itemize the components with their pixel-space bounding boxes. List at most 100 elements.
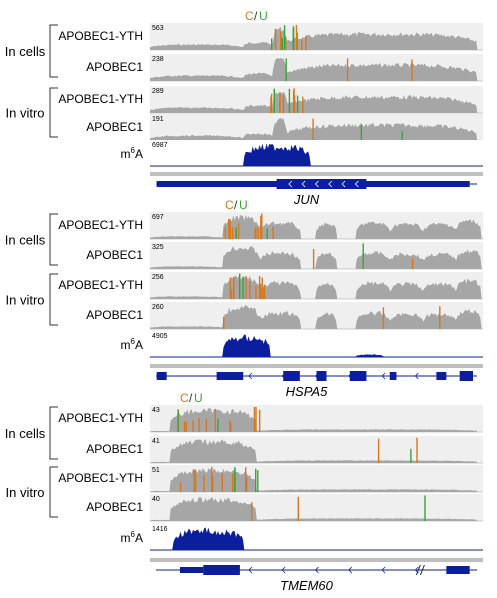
cu-legend: C / U [225, 198, 248, 212]
track-max-value: 256 [152, 274, 164, 281]
edit-site-mark [261, 213, 263, 239]
m6a-peak [150, 334, 483, 357]
edit-site-mark [224, 227, 226, 239]
edit-site-mark [221, 473, 223, 492]
group-label: In vitro [5, 106, 44, 121]
edit-site-mark [231, 227, 234, 239]
track-max-value: 697 [152, 214, 164, 221]
edit-site-mark [254, 229, 256, 239]
edit-site-mark [312, 249, 315, 269]
group-bracket [49, 466, 58, 518]
edit-site-mark [251, 502, 253, 521]
strand-chevron [248, 566, 253, 574]
edit-site-mark [273, 88, 275, 113]
edit-site-mark [301, 40, 303, 50]
exon [283, 371, 300, 381]
edit-site-mark [258, 276, 261, 299]
coverage-track: APOBEC1-YTH 289 [58, 86, 483, 114]
coverage-area [150, 57, 483, 81]
edit-site-mark [271, 38, 273, 50]
edit-site-mark [194, 469, 197, 492]
edit-site-mark [305, 36, 307, 50]
edit-site-mark [279, 92, 281, 113]
edit-site-mark [183, 421, 186, 432]
edit-site-mark [292, 90, 295, 113]
edit-site-mark [177, 409, 179, 432]
edit-site-mark [424, 495, 426, 521]
edit-site-mark [193, 469, 195, 492]
edit-site-mark [237, 223, 240, 239]
gene-name-label: JUN [293, 192, 320, 207]
coverage-area [150, 245, 483, 269]
edit-site-mark [292, 27, 294, 50]
gene-name-label: HSPA5 [286, 384, 328, 399]
edit-site-mark [411, 258, 414, 269]
edit-site-mark [235, 227, 237, 239]
m6a-label-superscript: 6 [131, 146, 136, 155]
edit-site-mark [229, 277, 231, 299]
gene-panel-jun: In cells APOBEC1-YTH 563 APOBEC1 238 In vitro… [5, 23, 483, 207]
track-name: APOBEC1-YTH [58, 411, 143, 425]
track-max-value: 43 [152, 407, 160, 414]
m6a-track: m6A 1416 [121, 524, 483, 551]
coverage-area [150, 26, 483, 50]
m6a-label-suffix: A [135, 147, 143, 161]
m6a-track: m6A 6987 [121, 140, 483, 167]
gene-model: TMEM60 [150, 558, 483, 593]
track-max-value: 51 [152, 467, 160, 474]
exon [446, 566, 470, 574]
edit-site-mark [297, 496, 299, 521]
m6a-label: m6A [121, 146, 143, 161]
group-bracket [49, 87, 58, 138]
exon [156, 372, 167, 380]
edit-site-mark [288, 88, 291, 113]
edit-site-mark [362, 243, 364, 269]
track-name: APOBEC1-YTH [58, 92, 143, 106]
exon [349, 371, 367, 381]
edit-site-mark [212, 476, 214, 492]
edit-site-mark [280, 31, 282, 50]
edit-site-mark [245, 477, 248, 492]
coverage-track: APOBEC1 325 [86, 242, 483, 270]
edit-site-mark [192, 420, 194, 432]
exon [389, 372, 397, 380]
legend-slash: / [234, 198, 238, 212]
edit-site-mark [263, 286, 265, 299]
coverage-area [150, 408, 483, 432]
edit-site-mark [231, 473, 234, 492]
strand-chevron [281, 566, 286, 574]
track-name: APOBEC1 [86, 120, 143, 134]
edit-site-mark [205, 418, 208, 432]
coverage-track: APOBEC1 238 [86, 54, 483, 82]
strand-chevron [381, 372, 386, 380]
coverage-track: APOBEC1-YTH 51 [58, 465, 483, 493]
exon [366, 181, 470, 187]
edit-site-mark [261, 277, 263, 299]
exon [156, 181, 277, 187]
track-max-value: 191 [152, 116, 164, 123]
edit-site-mark [257, 227, 259, 239]
strand-chevron [381, 566, 386, 574]
edit-site-mark [255, 468, 257, 492]
edit-site-mark [272, 226, 274, 239]
cu-legend: C / U [245, 9, 268, 23]
edit-site-mark [270, 93, 273, 113]
coverage-area [150, 215, 483, 239]
legend-c-label: C [245, 9, 254, 23]
edit-site-mark [410, 448, 412, 463]
track-max-value: 260 [152, 304, 164, 311]
exon [459, 371, 474, 381]
strand-chevron [281, 372, 286, 380]
m6a-label-superscript: 6 [131, 337, 136, 346]
m6a-label: m6A [121, 530, 143, 545]
legend-slash: / [254, 9, 258, 23]
gene-model: JUN [150, 172, 483, 207]
m6a-track-background [150, 331, 483, 357]
exon [436, 372, 447, 380]
strand-chevron [314, 372, 319, 380]
exon [276, 179, 367, 189]
group-bracket [49, 213, 58, 266]
strand-chevron [314, 566, 319, 574]
edit-site-mark [295, 25, 298, 50]
coverage-track: APOBEC1 40 [86, 494, 483, 522]
